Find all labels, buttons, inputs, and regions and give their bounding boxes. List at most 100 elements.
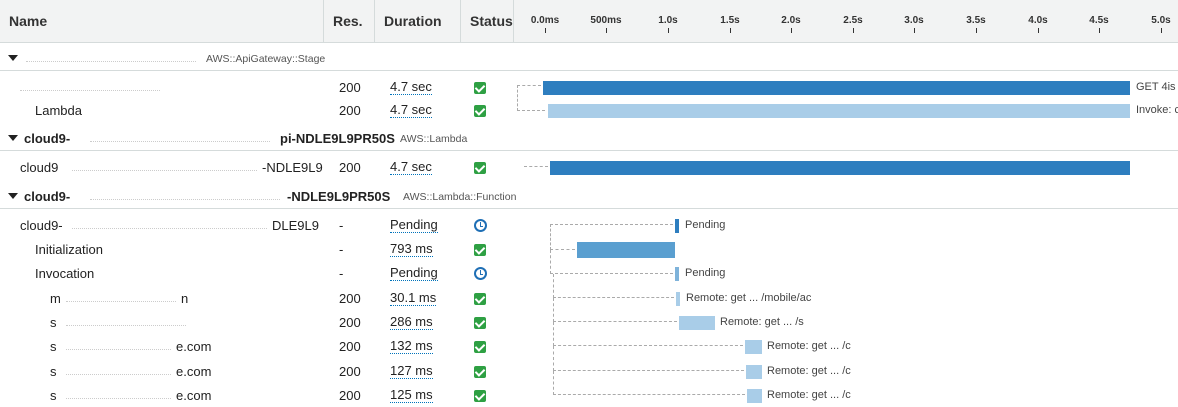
row-duration-link[interactable]: 793 ms — [390, 241, 433, 257]
row-name: s — [50, 339, 57, 354]
trace-row[interactable]: s e.com 200 125 ms Remote: get ... /c — [0, 384, 1178, 407]
group-name-suffix: -NDLE9L9PR50S — [287, 189, 391, 204]
timeline-bar[interactable] — [577, 242, 675, 258]
column-res-header[interactable]: Res. — [324, 0, 375, 43]
redacted-text — [66, 325, 186, 326]
status-ok-icon — [474, 244, 486, 256]
trace-row[interactable]: cloud9- DLE9L9 - Pending Pending — [0, 214, 1178, 238]
tick-label: 0.0ms — [530, 15, 560, 26]
row-duration-link[interactable]: 4.7 sec — [390, 79, 432, 95]
timeline-bar-label: Invoke: c — [1136, 104, 1178, 116]
status-ok-icon — [474, 366, 486, 378]
row-name: cloud9 — [20, 160, 59, 175]
redacted-text — [90, 199, 280, 200]
timeline-connector — [553, 298, 677, 322]
row-response-code: 200 — [339, 291, 361, 306]
trace-row[interactable]: cloud9 -NDLE9L9 200 4.7 sec — [0, 156, 1178, 180]
column-status-header[interactable]: Status — [461, 0, 514, 43]
timeline-bar[interactable] — [675, 267, 679, 281]
tick-mark — [606, 28, 607, 33]
collapse-triangle-icon[interactable] — [8, 135, 18, 141]
timeline-bar[interactable] — [543, 81, 1130, 95]
row-response-code: 200 — [339, 364, 361, 379]
timeline-bar-label: Pending — [685, 267, 726, 279]
column-duration-header[interactable]: Duration — [375, 0, 461, 43]
tick-label: 3.0s — [904, 15, 924, 26]
status-ok-icon — [474, 317, 486, 329]
status-ok-icon — [474, 105, 486, 117]
timeline-bar[interactable] — [745, 340, 762, 354]
timeline-connector — [517, 85, 541, 86]
redacted-text — [20, 90, 160, 91]
group-name: cloud9- — [24, 189, 71, 204]
tick-label: 2.5s — [843, 15, 863, 26]
tick-mark — [914, 28, 915, 33]
row-duration-link[interactable]: 286 ms — [390, 314, 433, 330]
row-duration-link[interactable]: 4.7 sec — [390, 159, 432, 175]
timeline-bar[interactable] — [746, 365, 762, 379]
collapse-triangle-icon[interactable] — [8, 193, 18, 199]
row-duration-link[interactable]: 4.7 sec — [390, 102, 432, 118]
group-name-suffix: pi-NDLE9L9PR50S — [280, 131, 395, 146]
row-name: Invocation — [35, 266, 95, 281]
trace-row[interactable]: m n 200 30.1 ms Remote: get ... /mobile/… — [0, 287, 1178, 311]
timeline-bar[interactable] — [676, 292, 680, 306]
tick-mark — [1038, 28, 1039, 33]
group-name: cloud9- — [24, 131, 71, 146]
row-duration-link[interactable]: Pending — [390, 217, 438, 233]
trace-row[interactable]: s 200 286 ms Remote: get ... /s — [0, 311, 1178, 335]
status-ok-icon — [474, 82, 486, 94]
timeline-bar-label: Remote: get ... /c — [767, 389, 851, 401]
timeline-bar[interactable] — [548, 104, 1130, 118]
row-duration-link[interactable]: 30.1 ms — [390, 290, 437, 306]
timeline-connector — [550, 224, 673, 225]
trace-row[interactable]: s e.com 200 127 ms Remote: get ... /c — [0, 360, 1178, 384]
row-response-code: 200 — [339, 160, 361, 175]
tick-label: 500ms — [590, 15, 622, 26]
status-pending-clock-icon — [474, 267, 487, 280]
row-name-suffix: -NDLE9L9 — [262, 160, 323, 175]
tick-mark — [668, 28, 669, 33]
timeline-bar[interactable] — [679, 316, 715, 330]
timeline-connector — [553, 274, 674, 298]
row-name: Lambda — [35, 103, 82, 118]
timeline-connector — [553, 322, 743, 346]
trace-row[interactable]: Invocation - Pending Pending — [0, 262, 1178, 286]
tick-mark — [1161, 28, 1162, 33]
timeline-bar[interactable] — [550, 161, 1130, 175]
trace-row[interactable]: 200 4.7 sec GET 4is — [0, 76, 1178, 100]
timeline-bar-label: Remote: get ... /mobile/ac — [686, 292, 812, 304]
timeline-bar-label: Remote: get ... /c — [767, 340, 851, 352]
tick-label: 4.5s — [1089, 15, 1109, 26]
tick-label: 5.0s — [1151, 15, 1171, 26]
row-name-suffix: n — [181, 291, 189, 306]
timeline-connector — [550, 224, 575, 250]
tick-mark — [1099, 28, 1100, 33]
row-duration-link[interactable]: 132 ms — [390, 338, 433, 354]
timeline-bar[interactable] — [747, 389, 762, 403]
trace-row[interactable]: Initialization - 793 ms — [0, 238, 1178, 262]
tick-mark — [545, 28, 546, 33]
row-response-code: - — [339, 266, 344, 281]
redacted-text — [72, 170, 257, 171]
redacted-text — [26, 61, 196, 62]
group-lambda-function[interactable]: cloud9- -NDLE9L9PR50S AWS::Lambda::Funct… — [0, 185, 1178, 209]
row-duration-link[interactable]: Pending — [390, 265, 438, 281]
column-name-header[interactable]: Name — [0, 0, 324, 43]
group-apigateway-stage[interactable]: AWS::ApiGateway::Stage — [0, 47, 1178, 71]
timeline-bar-label: Remote: get ... /c — [767, 365, 851, 377]
row-duration-link[interactable]: 127 ms — [390, 363, 433, 379]
trace-row[interactable]: Lambda 200 4.7 sec Invoke: c — [0, 99, 1178, 123]
group-type: AWS::ApiGateway::Stage — [206, 53, 326, 65]
timeline-connector — [550, 250, 673, 274]
row-duration-link[interactable]: 125 ms — [390, 387, 433, 403]
collapse-triangle-icon[interactable] — [8, 55, 18, 61]
row-name: s — [50, 315, 57, 330]
row-response-code: - — [339, 242, 344, 257]
row-response-code: 200 — [339, 315, 361, 330]
row-name-suffix: e.com — [176, 339, 212, 354]
timeline-bar[interactable] — [675, 219, 679, 233]
trace-row[interactable]: s e.com 200 132 ms Remote: get ... /c — [0, 335, 1178, 359]
group-lambda[interactable]: cloud9- pi-NDLE9L9PR50S AWS::Lambda — [0, 127, 1178, 151]
redacted-text — [72, 228, 267, 229]
